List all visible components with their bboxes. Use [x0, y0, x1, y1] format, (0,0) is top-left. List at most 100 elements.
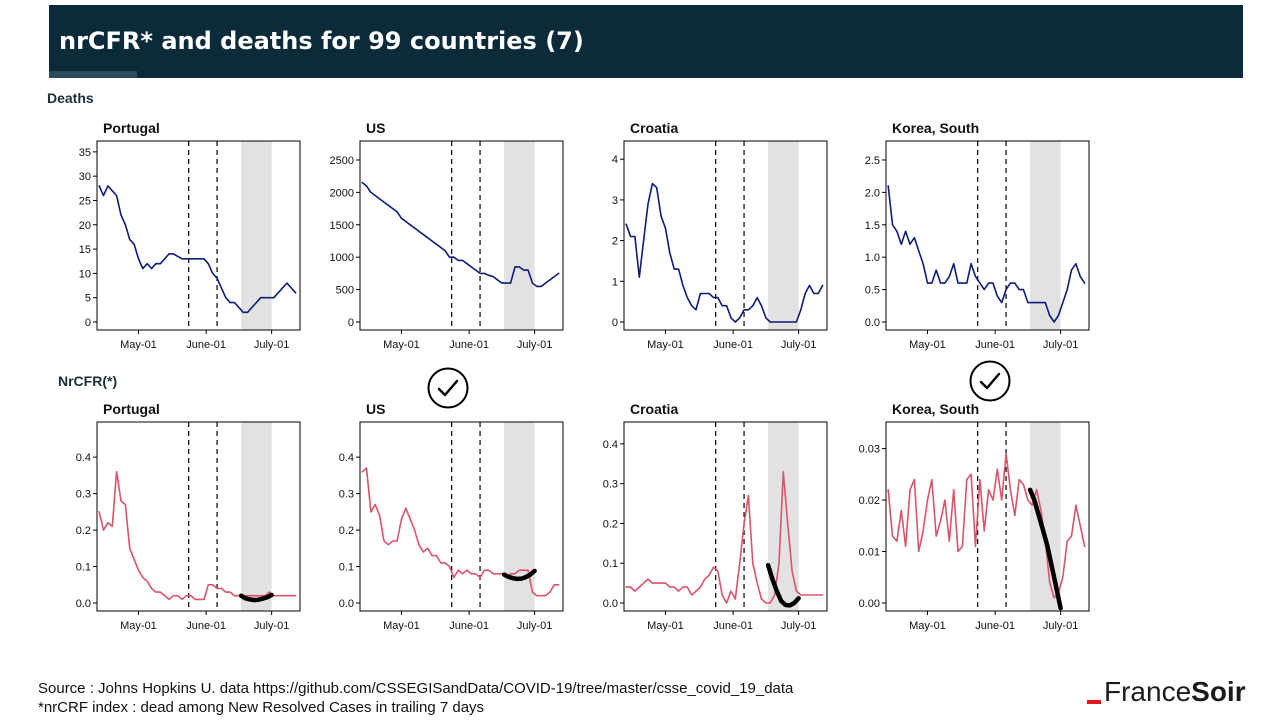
- y-tick-label: 0.01: [859, 547, 880, 559]
- chart-title: Portugal: [103, 120, 160, 136]
- series-line: [361, 467, 560, 597]
- plot-frame: [885, 140, 1090, 331]
- y-tick-label: 1500: [330, 220, 354, 232]
- x-tick-label: May-01: [120, 620, 157, 632]
- brand-logo: FranceSoir: [1084, 676, 1246, 708]
- x-tick-label: May-01: [909, 339, 946, 351]
- shaded-window: [1030, 141, 1061, 330]
- y-tick-label: 0.1: [339, 562, 354, 574]
- x-tick-label: May-01: [647, 339, 684, 351]
- y-tick-label: 0.3: [339, 489, 354, 501]
- y-tick-label: 2500: [330, 155, 354, 167]
- y-tick-label: 25: [79, 195, 91, 207]
- page-title: nrCFR* and deaths for 99 countries (7): [59, 27, 584, 55]
- chart-title: Croatia: [630, 401, 678, 417]
- chart-nrcfr-2: 0.0 0.1 0.2 0.3 0.4 May-01 June-01 July-01 US: [339, 401, 564, 632]
- title-accent-bar: [49, 71, 137, 78]
- chart-deaths-4: 0.0 0.5 1.0 1.5 2.0 2.5 May-01 June-01 July-01 Ko…: [865, 120, 1090, 351]
- y-tick-label: 35: [79, 147, 91, 159]
- x-tick-label: June-01: [186, 620, 226, 632]
- x-tick-label: May-01: [909, 620, 946, 632]
- chart-nrcfr-4: 0.00 0.01 0.02 0.03 May-01 June-01 July-01 Kore…: [859, 401, 1090, 632]
- brand-dash: [1087, 700, 1101, 704]
- chart-deaths-1: 0 5 10 15 20 25 30 35 May-01 June-01 July-01 Portug…: [79, 120, 301, 351]
- chart-title: Korea, South: [892, 120, 979, 136]
- x-tick-label: July-01: [1043, 620, 1078, 632]
- series-line: [887, 185, 1086, 323]
- chart-title: Korea, South: [892, 401, 979, 417]
- source-note: Source : Johns Hopkins U. data https://g…: [38, 680, 794, 697]
- brand-name-part1: France: [1104, 676, 1192, 707]
- y-tick-label: 0: [348, 317, 354, 329]
- y-tick-label: 2.0: [865, 187, 880, 199]
- shaded-window: [504, 141, 535, 330]
- y-tick-label: 1000: [330, 252, 354, 264]
- chart-title: Croatia: [630, 120, 678, 136]
- y-tick-label: 0.2: [339, 525, 354, 537]
- y-tick-label: 0.0: [76, 598, 91, 610]
- chart-nrcfr-3: 0.0 0.1 0.2 0.3 0.4 May-01 June-01 July-01 Croat…: [603, 401, 828, 632]
- x-tick-label: May-01: [120, 339, 157, 351]
- y-tick-label: 0.0: [865, 317, 880, 329]
- y-tick-label: 20: [79, 220, 91, 232]
- x-tick-label: July-01: [781, 339, 816, 351]
- x-tick-label: May-01: [383, 339, 420, 351]
- y-tick-label: 2000: [330, 187, 354, 199]
- check-circle-icon: [427, 367, 469, 409]
- x-tick-label: July-01: [254, 339, 289, 351]
- x-tick-label: June-01: [186, 339, 226, 351]
- y-tick-label: 0.1: [603, 558, 618, 570]
- deaths-row-label: Deaths: [47, 90, 94, 106]
- fit-line: [501, 568, 537, 582]
- y-tick-label: 0.2: [76, 525, 91, 537]
- x-tick-label: July-01: [1043, 339, 1078, 351]
- x-tick-label: June-01: [449, 339, 489, 351]
- series-line: [625, 182, 824, 323]
- plot-frame: [359, 140, 564, 331]
- plot-frame: [623, 421, 828, 612]
- nrcfr-row-label: NrCFR(*): [58, 373, 118, 389]
- chart-title: US: [366, 401, 385, 417]
- series-line: [98, 470, 297, 601]
- shaded-window: [768, 141, 799, 330]
- x-tick-label: June-01: [975, 620, 1015, 632]
- y-tick-label: 0.2: [603, 518, 618, 530]
- x-tick-label: July-01: [517, 620, 552, 632]
- y-tick-label: 1.5: [865, 220, 880, 232]
- y-tick-label: 2: [612, 236, 618, 248]
- y-tick-label: 1: [612, 276, 618, 288]
- y-tick-label: 4: [612, 154, 618, 166]
- y-tick-label: 0.4: [76, 452, 91, 464]
- plot-frame: [96, 421, 301, 612]
- y-tick-label: 0: [85, 317, 91, 329]
- y-tick-label: 15: [79, 244, 91, 256]
- chart-title: Portugal: [103, 401, 160, 417]
- y-tick-label: 10: [79, 268, 91, 280]
- check-circle-icon: [969, 360, 1011, 402]
- y-tick-label: 0.4: [603, 439, 618, 451]
- y-tick-label: 500: [336, 285, 354, 297]
- y-tick-label: 0.1: [76, 562, 91, 574]
- x-tick-label: May-01: [647, 620, 684, 632]
- series-line: [625, 470, 824, 604]
- y-tick-label: 0.0: [339, 598, 354, 610]
- shaded-window: [241, 422, 272, 611]
- header-bar: nrCFR* and deaths for 99 countries (7): [49, 5, 1243, 78]
- series-line: [361, 181, 560, 288]
- plot-frame: [96, 140, 301, 331]
- y-tick-label: 30: [79, 171, 91, 183]
- index-footnote: *nrCRF index : dead among New Resolved C…: [38, 699, 485, 716]
- chart-deaths-3: 0 1 2 3 4 May-01 June-01 July-01 Croatia: [612, 120, 828, 351]
- brand-name-part2: Soir: [1191, 676, 1246, 707]
- plot-frame: [885, 421, 1090, 612]
- y-tick-label: 3: [612, 195, 618, 207]
- y-tick-label: 5: [85, 293, 91, 305]
- y-tick-label: 0.3: [603, 479, 618, 491]
- y-tick-label: 0.4: [339, 452, 354, 464]
- x-tick-label: June-01: [449, 620, 489, 632]
- x-tick-label: June-01: [975, 339, 1015, 351]
- fit-line: [765, 562, 801, 608]
- x-tick-label: July-01: [517, 339, 552, 351]
- fit-line: [238, 592, 274, 603]
